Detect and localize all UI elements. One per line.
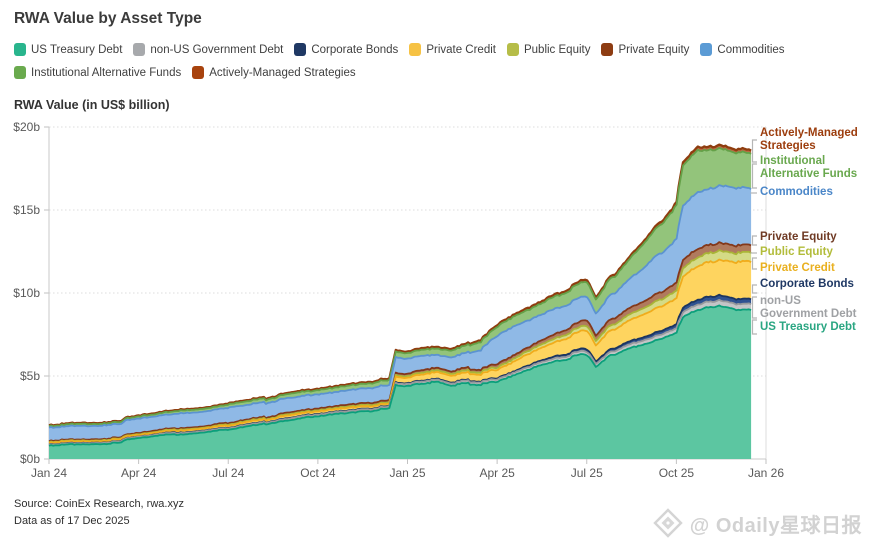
odaily-logo-icon <box>653 508 683 538</box>
watermark-text: @ Odaily星球日报 <box>689 514 862 537</box>
legend-swatch-pe <box>601 43 614 56</box>
area-edge-ams <box>48 143 752 427</box>
legend-item-yellow: Private Credit <box>409 43 496 56</box>
legend-label: Actively-Managed Strategies <box>209 66 356 79</box>
legend-label: Institutional Alternative Funds <box>31 66 182 79</box>
chart-legend: US Treasury Debt non-US Government Debt Co… <box>14 43 862 79</box>
legend-item-gray: non-US Government Debt <box>133 43 283 56</box>
legend-item-pe: Private Equity <box>601 43 689 56</box>
page-title: RWA Value by Asset Type <box>14 10 202 27</box>
area-ust <box>49 305 752 459</box>
x-tick-label: Jan 24 <box>31 466 67 480</box>
x-tick-label: Jan 25 <box>389 466 425 480</box>
legend-label: US Treasury Debt <box>31 43 123 56</box>
legend-swatch-olive <box>506 43 519 56</box>
label-bracket-yellow <box>751 257 757 270</box>
area-edge-blue <box>48 184 752 429</box>
y-tick-label: $20b <box>13 120 40 134</box>
watermark: @ Odaily星球日报 <box>653 508 862 538</box>
legend-swatch-inst <box>14 66 26 79</box>
y-tick-label: $15b <box>13 203 40 217</box>
legend-item-ams: Actively-Managed Strategies <box>192 66 356 79</box>
legend-item-navy: Corporate Bonds <box>294 43 398 56</box>
source-text: Source: CoinEx Research, rwa.xyz <box>14 498 184 510</box>
legend-swatch-navy <box>294 43 307 56</box>
legend-item-inst: Institutional Alternative Funds <box>14 66 181 79</box>
legend-swatch-ust <box>14 43 26 56</box>
y-tick-label: $10b <box>13 286 40 300</box>
area-edge-inst <box>48 147 752 428</box>
area-blue <box>49 185 752 442</box>
legend-label: Commodities <box>717 43 785 56</box>
data-as-of-text: Data as of 17 Dec 2025 <box>14 515 130 527</box>
area-edge-pe <box>48 241 752 443</box>
label-bracket-navy <box>751 284 757 294</box>
area-inst <box>49 147 752 428</box>
area-edge-yellow <box>48 258 752 444</box>
legend-label: Public Equity <box>523 43 591 56</box>
y-tick-label: $5b <box>20 369 40 383</box>
y-tick-label: $0b <box>20 452 40 466</box>
legend-item-ust: US Treasury Debt <box>14 43 122 56</box>
area-edge-ust <box>48 304 752 447</box>
legend-swatch-blue <box>700 43 713 56</box>
x-tick-label: Apr 25 <box>479 466 515 480</box>
label-bracket-inst <box>751 163 757 189</box>
x-tick-label: Jan 26 <box>748 466 784 480</box>
x-tick-label: Oct 25 <box>659 466 695 480</box>
legend-label: Corporate Bonds <box>311 43 399 56</box>
legend-swatch-gray <box>133 43 146 56</box>
label-bracket-ust <box>751 319 757 335</box>
label-bracket-gray <box>751 296 757 319</box>
legend-label: non-US Government Debt <box>150 43 284 56</box>
legend-label: Private Equity <box>618 43 690 56</box>
x-tick-label: Jul 25 <box>571 466 603 480</box>
label-bracket-pe <box>751 235 757 246</box>
label-bracket-ams <box>751 139 757 163</box>
y-axis-title: RWA Value (in US$ billion) <box>14 98 170 112</box>
x-tick-label: Jul 24 <box>212 466 244 480</box>
legend-swatch-yellow <box>409 43 422 56</box>
legend-swatch-ams <box>192 66 205 79</box>
x-tick-label: Apr 24 <box>121 466 157 480</box>
legend-label: Private Credit <box>426 43 496 56</box>
area-edge-gray <box>48 298 752 446</box>
chart-footer: Source: CoinEx Research, rwa.xyz Data as… <box>14 496 184 530</box>
x-tick-label: Oct 24 <box>300 466 336 480</box>
legend-item-olive: Public Equity <box>506 43 591 56</box>
legend-item-blue: Commodities <box>700 43 785 56</box>
